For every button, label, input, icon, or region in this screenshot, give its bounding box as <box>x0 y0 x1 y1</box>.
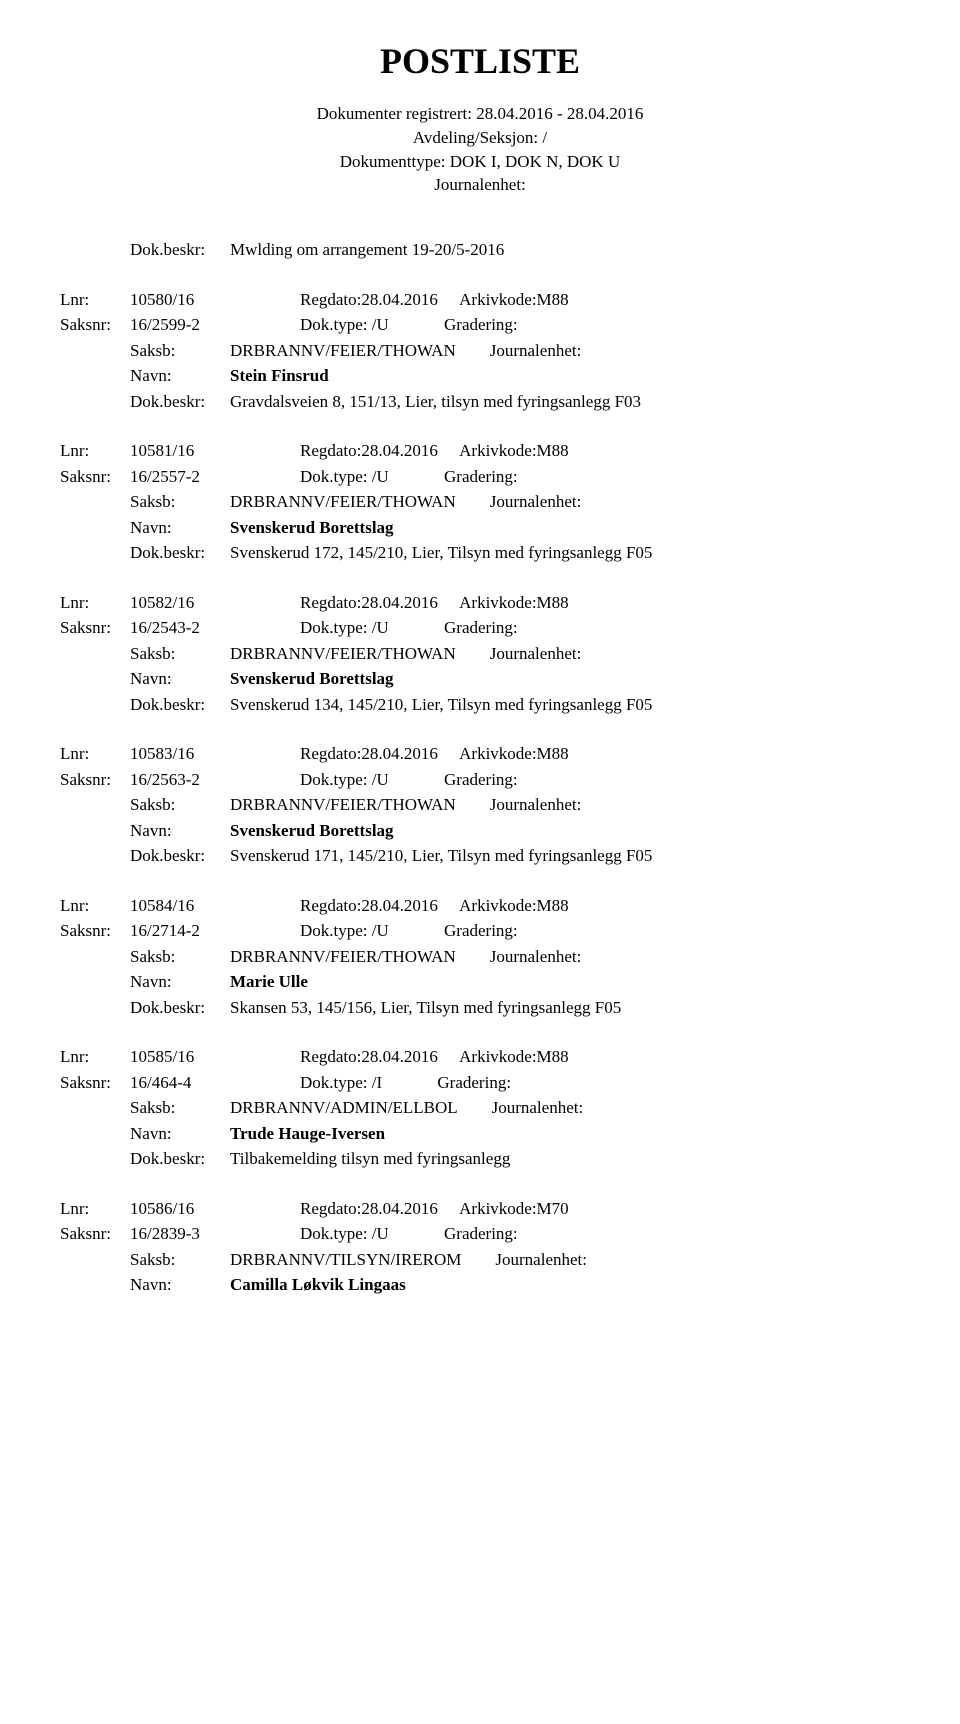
saksnr-label: Saksnr: <box>60 464 130 490</box>
regdato-arkivkode: Regdato:28.04.2016 Arkivkode:M88 <box>300 590 900 616</box>
dokbeskr-label: Dok.beskr: <box>130 692 230 718</box>
page-title: POSTLISTE <box>60 40 900 82</box>
lnr-label: Lnr: <box>60 1196 130 1222</box>
saksnr-value: 16/2839-3 <box>130 1221 300 1247</box>
saksb-label: Saksb: <box>130 944 230 970</box>
saksnr-value: 16/2563-2 <box>130 767 300 793</box>
entry: Lnr:10584/16Regdato:28.04.2016 Arkivkode… <box>60 893 900 1021</box>
header-block: Dokumenter registrert: 28.04.2016 - 28.0… <box>60 102 900 197</box>
dokbeskr-label: Dok.beskr: <box>130 237 230 263</box>
saksnr-value: 16/2543-2 <box>130 615 300 641</box>
navn-label: Navn: <box>130 818 230 844</box>
saksnr-label: Saksnr: <box>60 1070 130 1096</box>
lnr-value: 10583/16 <box>130 741 300 767</box>
doktype-gradering: Dok.type: /U Gradering: <box>300 1221 900 1247</box>
saksnr-label: Saksnr: <box>60 312 130 338</box>
saksnr-label: Saksnr: <box>60 918 130 944</box>
navn-value: Stein Finsrud <box>230 363 900 389</box>
navn-value: Svenskerud Borettslag <box>230 818 900 844</box>
entry: Lnr:10583/16Regdato:28.04.2016 Arkivkode… <box>60 741 900 869</box>
regdato-arkivkode: Regdato:28.04.2016 Arkivkode:M88 <box>300 1044 900 1070</box>
entry: Lnr:10586/16Regdato:28.04.2016 Arkivkode… <box>60 1196 900 1298</box>
dokbeskr-value: Mwlding om arrangement 19-20/5-2016 <box>230 237 900 263</box>
saksb-value: DRBRANNV/FEIER/THOWAN Journalenhet: <box>230 489 900 515</box>
saksb-value: DRBRANNV/FEIER/THOWAN Journalenhet: <box>230 338 900 364</box>
saksnr-value: 16/2557-2 <box>130 464 300 490</box>
entry: Lnr:10582/16Regdato:28.04.2016 Arkivkode… <box>60 590 900 718</box>
dokbeskr-value: Svenskerud 134, 145/210, Lier, Tilsyn me… <box>230 692 900 718</box>
header-line-3: Dokumenttype: DOK I, DOK N, DOK U <box>60 150 900 174</box>
entry: Lnr:10580/16Regdato:28.04.2016 Arkivkode… <box>60 287 900 415</box>
doktype-gradering: Dok.type: /I Gradering: <box>300 1070 900 1096</box>
saksnr-value: 16/464-4 <box>130 1070 300 1096</box>
navn-label: Navn: <box>130 1121 230 1147</box>
entry: Lnr:10581/16Regdato:28.04.2016 Arkivkode… <box>60 438 900 566</box>
saksb-label: Saksb: <box>130 1247 230 1273</box>
dokbeskr-value: Svenskerud 172, 145/210, Lier, Tilsyn me… <box>230 540 900 566</box>
entry: Lnr:10585/16Regdato:28.04.2016 Arkivkode… <box>60 1044 900 1172</box>
saksnr-label: Saksnr: <box>60 767 130 793</box>
navn-value: Svenskerud Borettslag <box>230 666 900 692</box>
doktype-gradering: Dok.type: /U Gradering: <box>300 767 900 793</box>
lnr-value: 10582/16 <box>130 590 300 616</box>
regdato-arkivkode: Regdato:28.04.2016 Arkivkode:M70 <box>300 1196 900 1222</box>
regdato-arkivkode: Regdato:28.04.2016 Arkivkode:M88 <box>300 741 900 767</box>
navn-label: Navn: <box>130 515 230 541</box>
dokbeskr-label: Dok.beskr: <box>130 540 230 566</box>
navn-value: Svenskerud Borettslag <box>230 515 900 541</box>
lnr-value: 10585/16 <box>130 1044 300 1070</box>
navn-value: Trude Hauge-Iversen <box>230 1121 900 1147</box>
regdato-arkivkode: Regdato:28.04.2016 Arkivkode:M88 <box>300 893 900 919</box>
doktype-gradering: Dok.type: /U Gradering: <box>300 464 900 490</box>
lnr-value: 10586/16 <box>130 1196 300 1222</box>
saksb-label: Saksb: <box>130 489 230 515</box>
top-dok-entry: Dok.beskr: Mwlding om arrangement 19-20/… <box>60 237 900 263</box>
regdato-arkivkode: Regdato:28.04.2016 Arkivkode:M88 <box>300 438 900 464</box>
saksb-value: DRBRANNV/FEIER/THOWAN Journalenhet: <box>230 641 900 667</box>
header-line-1: Dokumenter registrert: 28.04.2016 - 28.0… <box>60 102 900 126</box>
saksb-label: Saksb: <box>130 1095 230 1121</box>
dokbeskr-label: Dok.beskr: <box>130 1146 230 1172</box>
saksb-label: Saksb: <box>130 641 230 667</box>
doktype-gradering: Dok.type: /U Gradering: <box>300 615 900 641</box>
dokbeskr-label: Dok.beskr: <box>130 843 230 869</box>
saksb-value: DRBRANNV/FEIER/THOWAN Journalenhet: <box>230 944 900 970</box>
lnr-label: Lnr: <box>60 741 130 767</box>
doktype-gradering: Dok.type: /U Gradering: <box>300 918 900 944</box>
saksnr-value: 16/2714-2 <box>130 918 300 944</box>
saksnr-label: Saksnr: <box>60 1221 130 1247</box>
dokbeskr-label: Dok.beskr: <box>130 389 230 415</box>
lnr-value: 10584/16 <box>130 893 300 919</box>
header-line-4: Journalenhet: <box>60 173 900 197</box>
saksb-value: DRBRANNV/TILSYN/IREROM Journalenhet: <box>230 1247 900 1273</box>
saksb-value: DRBRANNV/ADMIN/ELLBOL Journalenhet: <box>230 1095 900 1121</box>
lnr-label: Lnr: <box>60 893 130 919</box>
lnr-label: Lnr: <box>60 438 130 464</box>
lnr-label: Lnr: <box>60 1044 130 1070</box>
navn-label: Navn: <box>130 969 230 995</box>
dokbeskr-value: Gravdalsveien 8, 151/13, Lier, tilsyn me… <box>230 389 900 415</box>
saksb-value: DRBRANNV/FEIER/THOWAN Journalenhet: <box>230 792 900 818</box>
lnr-label: Lnr: <box>60 590 130 616</box>
saksnr-value: 16/2599-2 <box>130 312 300 338</box>
dokbeskr-value: Tilbakemelding tilsyn med fyringsanlegg <box>230 1146 900 1172</box>
lnr-value: 10580/16 <box>130 287 300 313</box>
lnr-value: 10581/16 <box>130 438 300 464</box>
navn-label: Navn: <box>130 1272 230 1298</box>
saksb-label: Saksb: <box>130 792 230 818</box>
saksb-label: Saksb: <box>130 338 230 364</box>
saksnr-label: Saksnr: <box>60 615 130 641</box>
regdato-arkivkode: Regdato:28.04.2016 Arkivkode:M88 <box>300 287 900 313</box>
header-line-2: Avdeling/Seksjon: / <box>60 126 900 150</box>
navn-label: Navn: <box>130 666 230 692</box>
doktype-gradering: Dok.type: /U Gradering: <box>300 312 900 338</box>
dokbeskr-label: Dok.beskr: <box>130 995 230 1021</box>
dokbeskr-value: Svenskerud 171, 145/210, Lier, Tilsyn me… <box>230 843 900 869</box>
navn-value: Marie Ulle <box>230 969 900 995</box>
lnr-label: Lnr: <box>60 287 130 313</box>
dokbeskr-value: Skansen 53, 145/156, Lier, Tilsyn med fy… <box>230 995 900 1021</box>
navn-label: Navn: <box>130 363 230 389</box>
navn-value: Camilla Løkvik Lingaas <box>230 1272 900 1298</box>
